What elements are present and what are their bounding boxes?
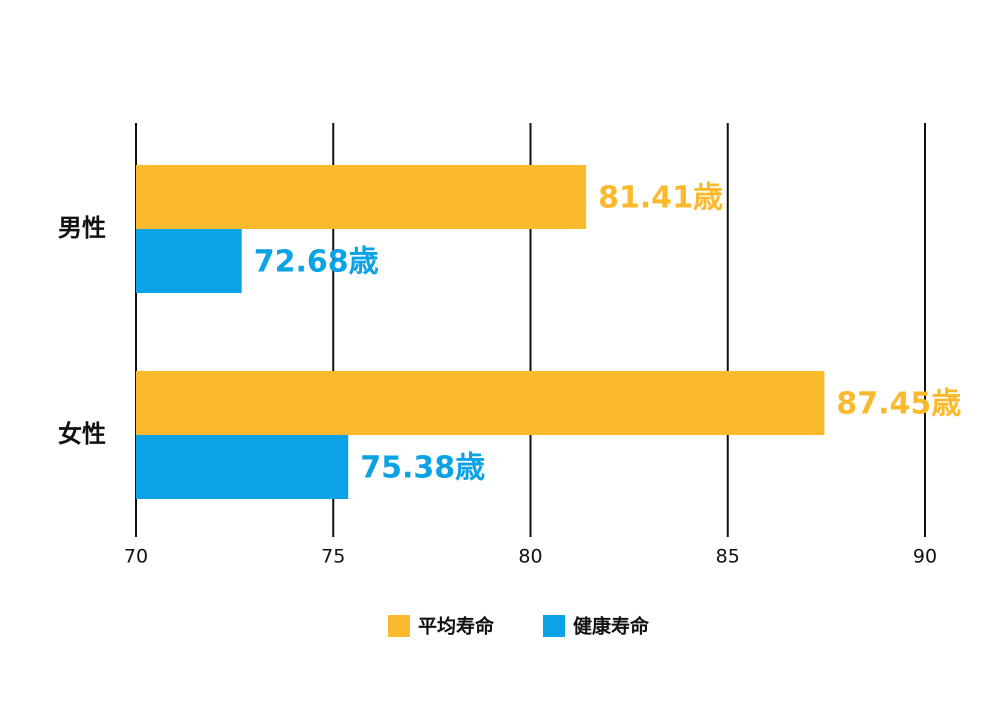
x-tick-label: 75 [321, 546, 345, 568]
data-label: 81.41歳 [598, 181, 723, 216]
data-label: 87.45歳 [836, 387, 961, 422]
bar [136, 165, 587, 229]
legend-label: 平均寿命 [418, 615, 495, 638]
legend-swatch [388, 615, 410, 637]
data-label: 72.68歳 [254, 245, 379, 280]
bar [136, 229, 242, 293]
x-tick-label: 85 [716, 546, 740, 568]
x-tick-label: 80 [518, 546, 542, 568]
data-label: 75.38歳 [360, 451, 485, 486]
y-tick-label: 男性 [58, 214, 106, 242]
legend-label: 健康寿命 [573, 615, 650, 638]
x-tick-label: 90 [913, 546, 937, 568]
y-tick-label: 女性 [58, 420, 106, 448]
legend-swatch [543, 615, 565, 637]
bar [136, 435, 349, 499]
x-tick-label: 70 [124, 546, 148, 568]
bar [136, 371, 825, 435]
